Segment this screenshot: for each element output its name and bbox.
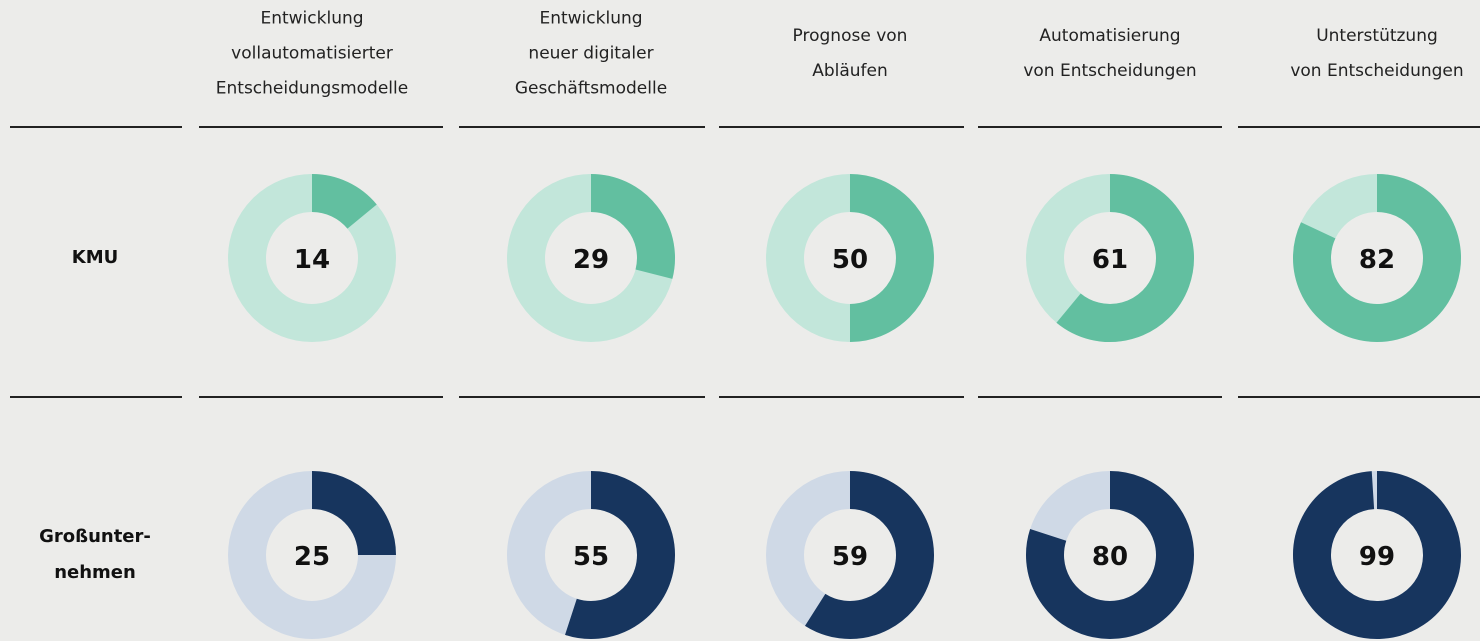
donut-segment [1056,174,1194,342]
column-header: Entwicklung vollautomatisierter Entschei… [215,8,409,99]
value-label: 59 [832,542,868,572]
donut-segment [311,471,396,556]
value-label: 55 [573,542,609,572]
column-header: Unterstützung von Entscheidungen [1290,26,1464,81]
column-header: Entwicklung neuer digitaler Geschäftsmod… [514,8,668,99]
value-label: 25 [294,542,330,572]
donut-segment [1293,174,1461,342]
value-label: 82 [1359,245,1395,275]
column-header: Prognose von Abläufen [792,26,908,81]
value-label: 29 [573,245,609,275]
row-label: KMU [71,247,119,268]
value-label: 14 [294,245,330,275]
donut-segment [311,174,377,230]
donut-segment [565,471,675,639]
donut-segment [1293,471,1461,639]
donut-segment [1026,471,1194,639]
value-label: 99 [1359,542,1395,572]
donut-segment [805,471,934,639]
donut-segment [849,174,934,342]
column-header: Automatisierung von Entscheidungen [1023,26,1197,81]
value-label: 80 [1092,542,1128,572]
row-label: Großunter- nehmen [39,526,151,583]
donut-segment [590,174,675,279]
value-label: 61 [1092,245,1128,275]
value-label: 50 [832,245,868,275]
